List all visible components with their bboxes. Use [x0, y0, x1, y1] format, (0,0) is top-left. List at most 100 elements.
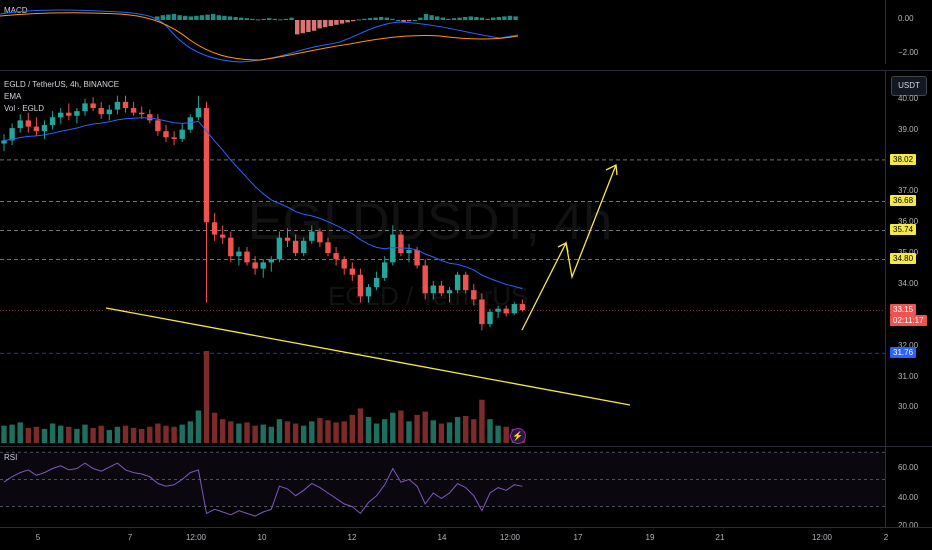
symbol-legend[interactable]: EGLD / TetherUS, 4h, BINANCE	[4, 80, 120, 89]
ema-legend[interactable]: EMA	[4, 92, 22, 101]
macd-histogram-bar	[474, 17, 479, 20]
macd-histogram-bar	[160, 15, 165, 20]
price-pane[interactable]: EGLDUSDT, 4h EGLD / TetherUS EGLD / Teth…	[0, 71, 885, 446]
macd-histogram-bar	[395, 20, 401, 21]
time-axis-label: 5	[35, 533, 41, 542]
macd-histogram-bar	[446, 18, 451, 20]
macd-histogram-bar	[188, 16, 193, 20]
candle-body	[155, 120, 161, 132]
candle-body	[260, 262, 266, 269]
candle-body	[66, 112, 72, 116]
volume-bar	[495, 425, 501, 443]
candle-body	[317, 231, 323, 243]
rsi-plot	[0, 451, 885, 517]
macd-histogram-bar	[429, 15, 434, 20]
volume-bar	[341, 421, 347, 443]
macd-axis-label: −2.00	[898, 48, 919, 57]
candle-body	[106, 109, 112, 115]
volume-bar	[382, 419, 388, 443]
current-price-tag: 33.15	[890, 304, 917, 316]
price-axis-label: 40.00	[898, 93, 919, 103]
level-price-tag: 36.68	[890, 195, 917, 207]
candle-body	[49, 117, 56, 126]
currency-button[interactable]: USDT	[891, 76, 927, 96]
volume-bar	[171, 426, 177, 443]
macd-histogram-bar	[496, 17, 501, 20]
candle-body	[422, 265, 428, 294]
arrow-head	[557, 242, 569, 253]
volume-bar	[106, 430, 112, 443]
macd-histogram-bar	[177, 15, 182, 20]
candle-body	[463, 274, 469, 291]
volume-legend[interactable]: Vol · EGLD	[4, 104, 45, 113]
macd-histogram-bar	[356, 19, 361, 21]
time-axis[interactable]: 5 7 12:00 10 12 14 12:00 17 19 21 12:00 2	[0, 527, 932, 550]
volume-bar	[390, 412, 396, 443]
candle-body	[82, 103, 88, 112]
time-axis-label: 12:00	[185, 533, 207, 542]
price-axis-label: 34.00	[898, 279, 919, 288]
macd-axis-label: 0.00	[898, 14, 914, 23]
macd-histogram-bar	[379, 17, 384, 20]
volume-bar	[398, 410, 404, 443]
volume-bar	[66, 426, 72, 443]
volume-bar	[365, 417, 372, 443]
price-axis[interactable]: USDT 40.00 39.00 37.00 36.00 35.00 34.00 32.00…	[885, 71, 932, 446]
macd-histogram-bar	[401, 20, 406, 22]
macd-histogram-bar	[407, 20, 412, 22]
rsi-pane[interactable]: RSI	[0, 447, 885, 527]
macd-histogram-bar	[440, 17, 445, 20]
candle-body	[414, 250, 420, 266]
macd-histogram-bar	[468, 16, 473, 20]
candle-body	[511, 304, 517, 314]
macd-plot	[0, 9, 519, 63]
price-plot	[0, 95, 885, 443]
pane-divider[interactable]	[0, 446, 932, 447]
macd-histogram-bar	[351, 20, 356, 22]
candle-body	[228, 237, 234, 257]
macd-histogram-bar	[199, 15, 205, 20]
volume-bar	[463, 415, 469, 443]
price-axis-label: 30.00	[898, 402, 919, 412]
macd-histogram-bar	[390, 18, 395, 20]
candle-body	[33, 126, 40, 132]
pane-divider[interactable]	[0, 70, 932, 71]
time-axis-label: 12:00	[499, 533, 521, 542]
pane-divider[interactable]	[0, 527, 932, 528]
volume-bar	[228, 421, 234, 443]
time-axis-label: 12:00	[811, 533, 833, 542]
macd-histogram-bar	[205, 14, 210, 20]
ema-line	[3, 117, 523, 290]
rsi-axis[interactable]: 60.00 40.00 20.00	[885, 447, 932, 530]
macd-histogram-bar	[367, 18, 373, 20]
macd-histogram-bar	[250, 18, 255, 20]
macd-histogram-bar	[233, 17, 238, 20]
candle-body	[446, 290, 453, 294]
volume-bar	[244, 422, 250, 443]
macd-histogram-bar	[513, 16, 518, 20]
volume-bar	[301, 425, 307, 443]
macd-histogram-bar	[283, 18, 289, 20]
macd-pane[interactable]: MACD	[0, 0, 885, 64]
volume-bar	[122, 425, 129, 443]
macd-histogram-bar	[507, 15, 513, 20]
candle-body	[187, 117, 193, 130]
rsi-line	[3, 462, 523, 517]
macd-histogram-bar	[267, 18, 272, 20]
macd-histogram-bar	[423, 14, 429, 20]
macd-axis[interactable]: 0.00 −2.00	[885, 0, 932, 64]
lightning-icon[interactable]: ⚡	[510, 428, 526, 444]
candle-body	[382, 262, 388, 278]
projection-path	[521, 164, 617, 331]
candle-body	[147, 114, 153, 121]
candle-body	[349, 268, 355, 275]
arrow-head	[605, 163, 618, 176]
price-axis-label: 37.00	[898, 186, 919, 196]
candle-body	[276, 237, 283, 260]
candle-body	[211, 222, 218, 235]
volume-bar	[422, 411, 428, 443]
macd-histogram-bar	[194, 15, 199, 20]
macd-histogram-bar	[222, 15, 227, 20]
volume-bar	[373, 423, 380, 443]
candle-body	[130, 108, 137, 113]
